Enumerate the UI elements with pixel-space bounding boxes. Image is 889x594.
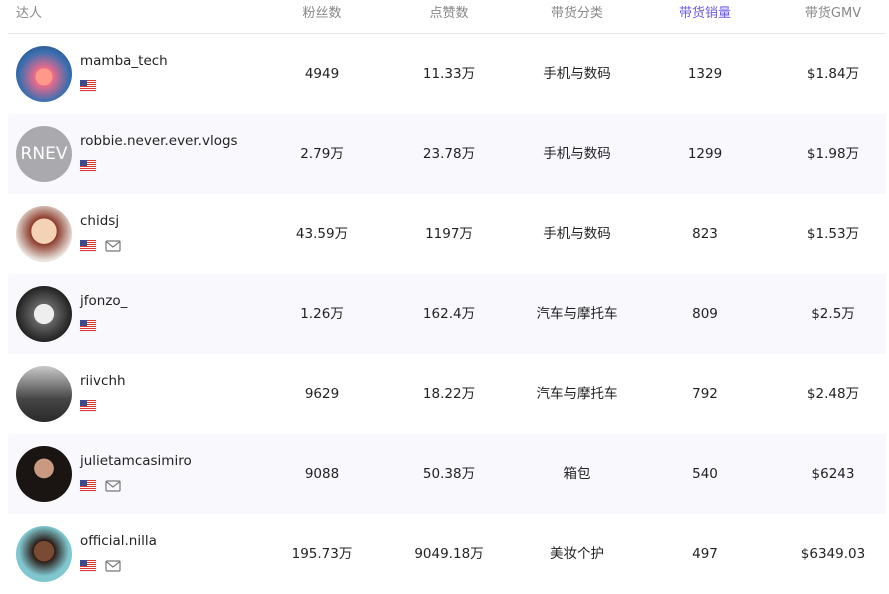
fans-cell: 2.79万 xyxy=(300,146,344,162)
table-row[interactable]: RNEV robbie.never.ever.vlogs 2.79万 23.78万 手机… xyxy=(8,114,886,194)
avatar[interactable] xyxy=(16,206,72,262)
mail-icon[interactable] xyxy=(105,560,121,572)
us-flag xyxy=(79,79,97,93)
sales-cell: 1299 xyxy=(687,146,723,162)
gmv-cell: $2.5万 xyxy=(811,306,855,322)
avatar[interactable] xyxy=(16,366,72,422)
us-flag xyxy=(79,319,97,333)
fans-cell: 9629 xyxy=(304,386,340,402)
creator-name[interactable]: robbie.never.ever.vlogs xyxy=(80,133,238,149)
gmv-cell: $1.98万 xyxy=(806,146,860,162)
sales-cell: 497 xyxy=(692,546,718,562)
creator-name[interactable]: julietamcasimiro xyxy=(80,453,192,469)
avatar[interactable] xyxy=(16,446,72,502)
header-cell[interactable]: 点赞数 xyxy=(429,6,469,21)
table-row[interactable]: jfonzo_ 1.26万 162.4万 汽车与摩托车 809 $2.5万 xyxy=(8,274,886,354)
gmv-cell: $1.84万 xyxy=(806,66,860,82)
gmv-cell: $2.48万 xyxy=(806,386,860,402)
likes-cell: 162.4万 xyxy=(422,306,476,322)
fans-cell: 43.59万 xyxy=(295,226,349,242)
avatar[interactable]: RNEV xyxy=(16,126,72,182)
table-row[interactable]: mamba_tech 4949 11.33万 手机与数码 1329 $1.84万 xyxy=(8,34,886,114)
creator-name[interactable]: jfonzo_ xyxy=(80,293,128,309)
likes-cell: 50.38万 xyxy=(422,466,476,482)
header-cell[interactable]: 带货分类 xyxy=(550,6,603,21)
sales-cell: 792 xyxy=(692,386,718,402)
creator-name[interactable]: mamba_tech xyxy=(80,53,168,69)
creator-name[interactable]: riivchh xyxy=(80,373,126,389)
us-flag xyxy=(79,239,97,253)
us-flag xyxy=(79,479,97,493)
header-cell[interactable]: 达人 xyxy=(16,6,43,21)
us-flag xyxy=(79,559,97,573)
fans-cell: 4949 xyxy=(304,66,340,82)
fans-cell: 1.26万 xyxy=(300,306,344,322)
gmv-cell: $6243 xyxy=(811,466,855,482)
likes-cell: 11.33万 xyxy=(422,66,476,82)
category-cell: 手机与数码 xyxy=(543,66,611,82)
icons xyxy=(79,157,97,176)
category-cell: 箱包 xyxy=(563,466,591,482)
likes-cell: 18.22万 xyxy=(422,386,476,402)
table-row[interactable]: chidsj 43.59万 1197万 手机与数码 823 $1.53万 xyxy=(8,194,886,274)
category-cell: 手机与数码 xyxy=(543,226,611,242)
table-row[interactable]: julietamcasimiro 9088 50.38万 箱包 540 $6243 xyxy=(8,434,886,514)
avatar[interactable] xyxy=(16,526,72,582)
avatar[interactable] xyxy=(16,46,72,102)
icons xyxy=(79,397,97,416)
avatar-text: RNEV xyxy=(20,144,68,164)
header-cell[interactable]: 带货GMV xyxy=(804,6,862,21)
fans-cell: 195.73万 xyxy=(291,546,353,562)
likes-cell: 9049.18万 xyxy=(414,546,484,562)
gmv-cell: $1.53万 xyxy=(806,226,860,242)
sales-cell: 823 xyxy=(692,226,718,242)
mail-icon[interactable] xyxy=(105,240,121,252)
icons xyxy=(79,477,121,496)
sales-cell: 809 xyxy=(692,306,718,322)
icons xyxy=(79,557,121,576)
sales-cell: 1329 xyxy=(687,66,723,82)
avatar[interactable] xyxy=(16,286,72,342)
category-cell: 手机与数码 xyxy=(543,146,611,162)
table-row[interactable]: official.nilla 195.73万 9049.18万 美妆个护 497 $634… xyxy=(8,514,886,594)
category-cell: 汽车与摩托车 xyxy=(536,386,618,402)
likes-cell: 1197万 xyxy=(425,226,473,242)
category-cell: 美妆个护 xyxy=(550,546,604,562)
creator-name[interactable]: chidsj xyxy=(80,213,120,229)
icons xyxy=(79,237,121,256)
gmv-cell: $6349.03 xyxy=(800,546,866,562)
icons xyxy=(79,317,97,336)
table-row[interactable]: riivchh 9629 18.22万 汽车与摩托车 792 $2.48万 xyxy=(8,354,886,434)
fans-cell: 9088 xyxy=(304,466,340,482)
sales-cell: 540 xyxy=(692,466,718,482)
creator-name[interactable]: official.nilla xyxy=(80,533,157,549)
us-flag xyxy=(79,399,97,413)
header-divider xyxy=(8,33,886,34)
header-cell[interactable]: 粉丝数 xyxy=(302,6,342,21)
likes-cell: 23.78万 xyxy=(422,146,476,162)
mail-icon[interactable] xyxy=(105,480,121,492)
header-cell[interactable]: 带货销量 xyxy=(678,6,731,21)
category-cell: 汽车与摩托车 xyxy=(536,306,618,322)
us-flag xyxy=(79,159,97,173)
icons xyxy=(79,77,97,96)
